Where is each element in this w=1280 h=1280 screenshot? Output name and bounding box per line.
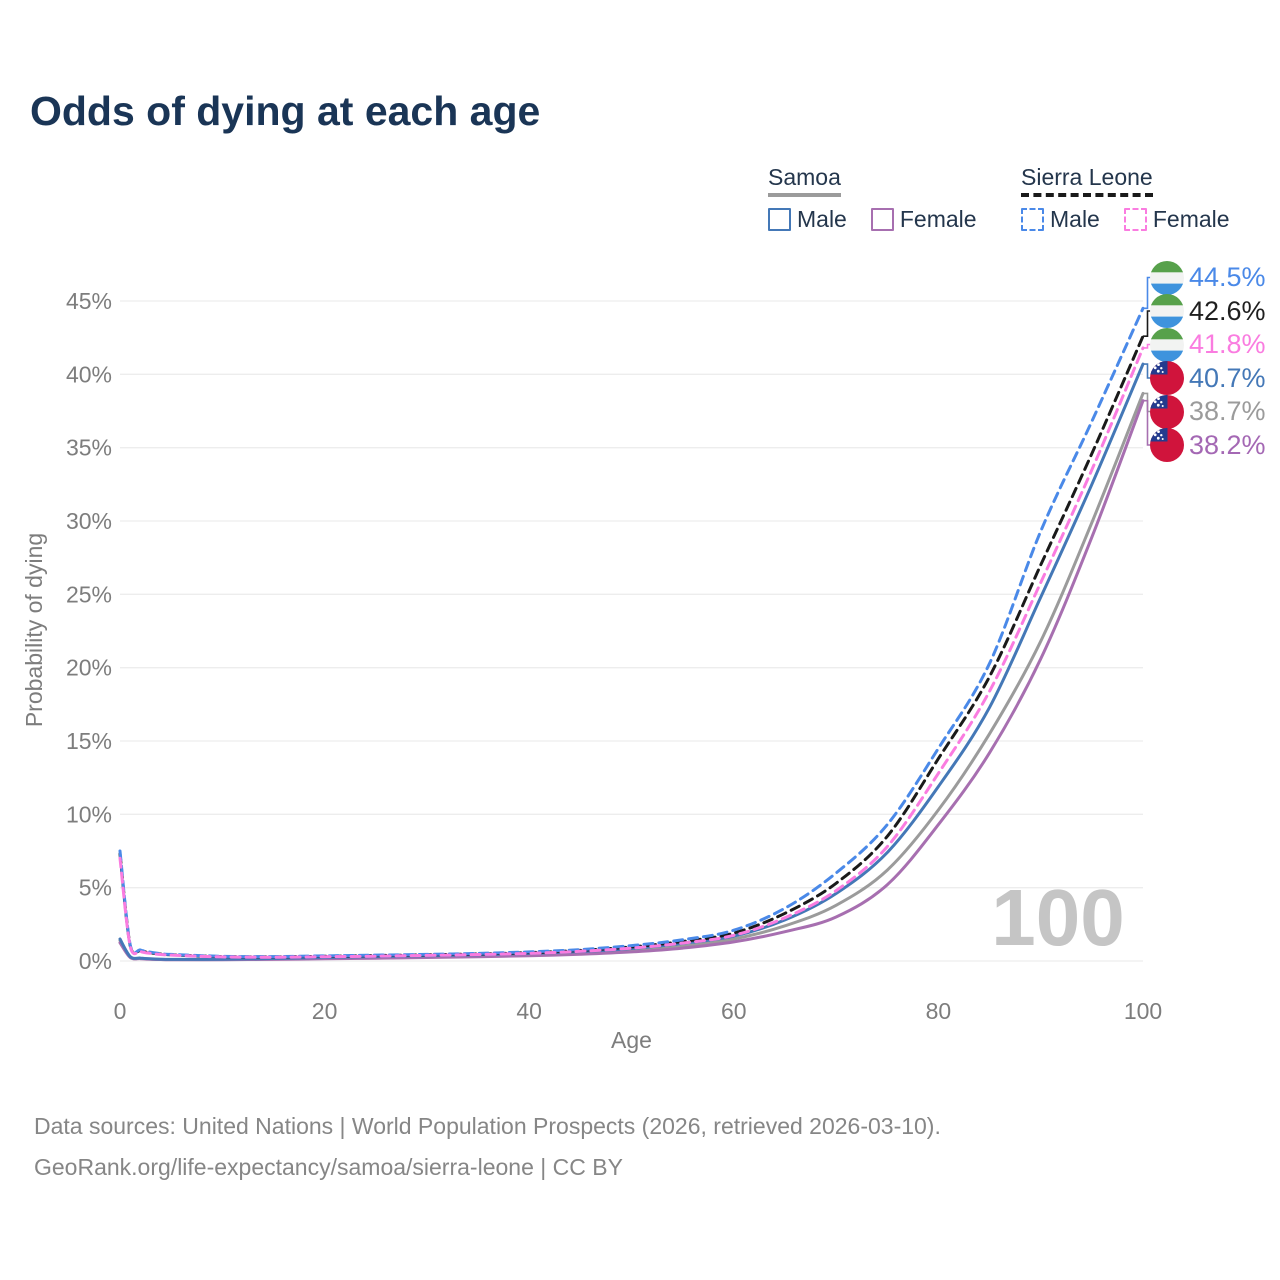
x-tick-label: 80 [926,998,952,1024]
legend-label-sierra-leone-male: Male [1050,206,1100,232]
end-label-row: 40.7% [1150,361,1266,395]
legend-label-samoa-female: Female [899,206,977,232]
y-tick-label: 15% [66,728,112,754]
end-label-connector [1143,343,1152,349]
footer: Data sources: United Nations | World Pop… [34,1106,941,1188]
end-label-connector [1143,310,1152,337]
legend-label-samoa-male: Male [797,206,847,232]
x-tick-label: 60 [721,998,747,1024]
y-tick-label: 25% [66,581,112,607]
series-line-sierra-leone-male [118,306,1145,959]
y-axis-title: Probability of dying [21,533,47,727]
y-tick-label: 5% [79,875,112,901]
end-label-value: 44.5% [1189,262,1266,292]
legend-item-samoa-female[interactable]: Female [870,206,977,233]
y-tick-label: 30% [66,508,112,534]
end-label-connector [1143,399,1152,446]
end-label-value: 38.2% [1189,429,1266,460]
y-tick-label: 40% [66,361,112,387]
sierra-leone-male-swatch-icon [1021,208,1044,231]
legend-item-sierra-leone-male[interactable]: Male [1021,206,1100,233]
legend-group-sierra-leone: Sierra Leone Male Female [1021,164,1230,233]
end-label-row: 38.7% [1150,394,1266,429]
series-line-sierra-leone-female [118,346,1145,959]
end-label-value: 40.7% [1189,362,1266,393]
end-label-value: 38.7% [1189,396,1266,426]
sierra-leone-flag-icon [1150,260,1184,295]
series-line-samoa [118,391,1145,962]
sierra-leone-flag-icon [1150,327,1184,362]
legend-group-samoa: Samoa Male Female [768,164,977,233]
end-label-value: 42.6% [1189,295,1266,326]
end-label-row: 44.5% [1150,260,1266,295]
y-tick-label: 10% [66,801,112,827]
series-line-sierra-leone [118,334,1145,959]
y-tick-label: 45% [66,288,112,314]
watermark-age: 100 [991,873,1124,962]
legend-item-samoa-male[interactable]: Male [768,206,847,233]
sierra-leone-female-swatch-icon [1123,208,1147,231]
samoa-flag-icon [1150,361,1184,395]
legend-sierra-leone-title: Sierra Leone [1021,164,1153,197]
end-label-value: 41.8% [1189,329,1266,359]
footer-attribution-line: GeoRank.org/life-expectancy/samoa/sierra… [34,1154,623,1180]
y-tick-label: 0% [79,948,112,974]
x-tick-label: 40 [516,998,542,1024]
y-tick-label: 35% [66,435,112,461]
series-line-samoa-female [118,399,1145,962]
y-tick-label: 20% [66,655,112,681]
samoa-flag-icon [1150,394,1184,429]
x-tick-label: 0 [114,998,127,1024]
legend-samoa-title: Samoa [768,164,841,197]
samoa-flag-icon [1150,428,1184,462]
sierra-leone-flag-icon [1150,294,1184,328]
legend-item-sierra-leone-female[interactable]: Female [1123,206,1230,233]
end-label-row: 41.8% [1150,327,1266,362]
legend-label-sierra-leone-female: Female [1152,206,1230,232]
end-label-connector [1143,363,1152,379]
end-label-connector [1143,276,1152,310]
x-tick-label: 20 [312,998,338,1024]
page-title: Odds of dying at each age [30,88,541,134]
footer-source-line: Data sources: United Nations | World Pop… [34,1113,941,1139]
samoa-female-swatch-icon [870,208,894,231]
samoa-male-swatch-icon [768,208,791,231]
x-tick-label: 100 [1124,998,1162,1024]
end-label-row: 38.2% [1150,428,1266,462]
end-label-row: 42.6% [1150,294,1266,328]
x-axis-title: Age [611,1027,652,1053]
